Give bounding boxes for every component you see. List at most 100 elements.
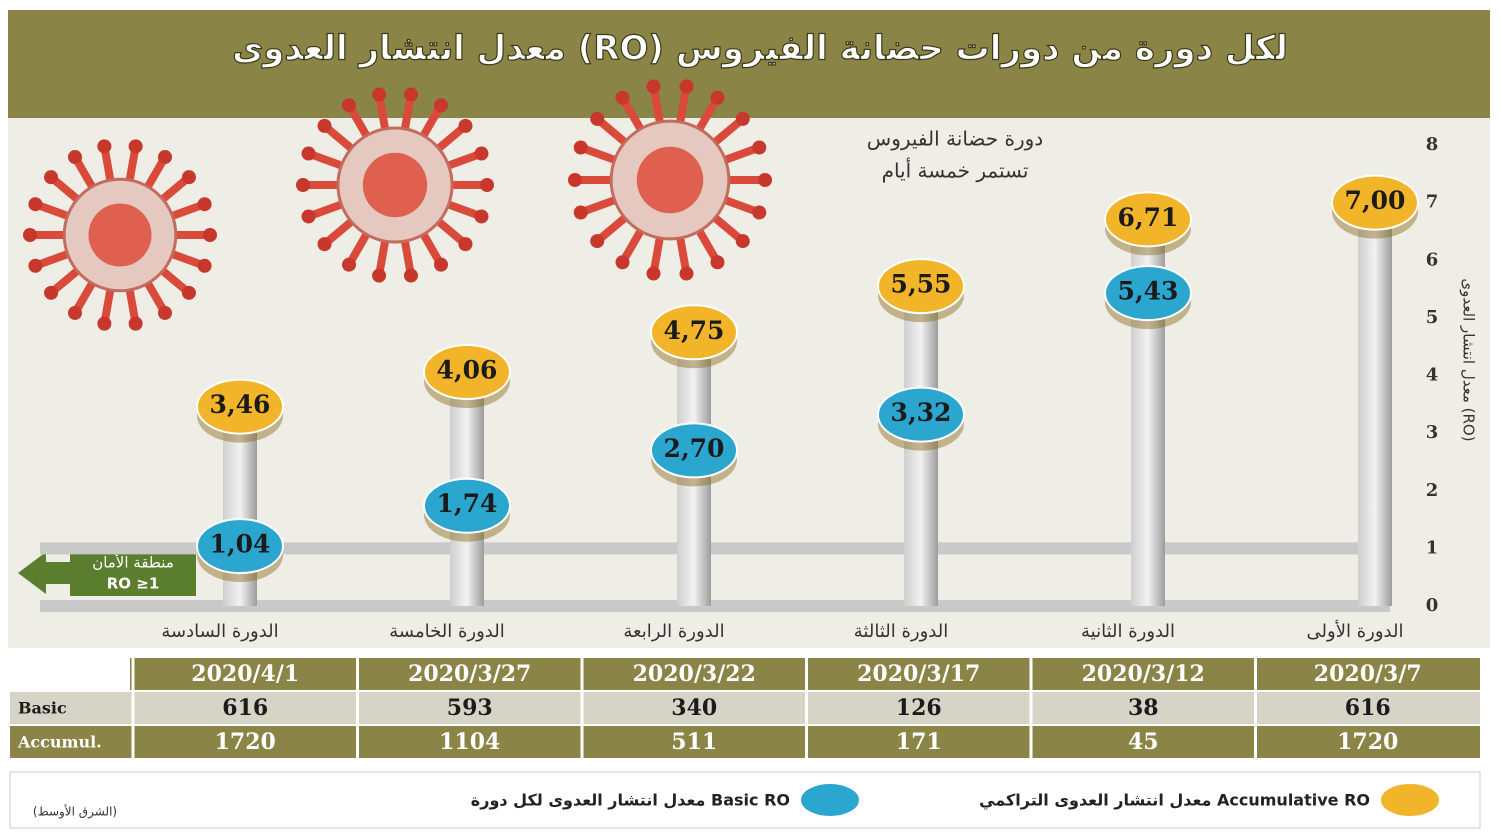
virus-spike xyxy=(650,235,665,270)
virus-spike xyxy=(434,217,465,245)
virus-spike xyxy=(347,107,371,140)
safe-zone: منطقة الأمان RO ≥1 xyxy=(18,550,196,596)
virus-spike xyxy=(311,200,345,219)
virus-spike xyxy=(695,227,719,261)
y-tick-label: 3 xyxy=(1426,422,1439,443)
virus-spike xyxy=(143,158,167,191)
virus-spike xyxy=(650,90,665,125)
marker xyxy=(1104,191,1192,248)
marker xyxy=(877,386,965,443)
y-tick-label: 2 xyxy=(1426,480,1439,501)
marker xyxy=(1104,265,1192,322)
virus-spike xyxy=(434,125,465,153)
virus-spike xyxy=(695,99,719,133)
virus-spike xyxy=(325,217,356,245)
virus-spike xyxy=(445,200,479,219)
virus-spike xyxy=(101,287,115,320)
table-cell: 616 xyxy=(1345,695,1391,721)
virus-spike xyxy=(73,279,97,312)
source: (الشرق الأوسط) xyxy=(33,804,117,820)
virus-spike xyxy=(375,238,390,272)
virus-spike-tip xyxy=(128,139,143,154)
virus-spike xyxy=(38,249,71,269)
virus-spike xyxy=(445,151,479,170)
x-tick-label: الدورة السادسة xyxy=(161,621,278,642)
virus-spike-tip xyxy=(128,316,143,331)
data-label: 4,06 xyxy=(437,356,498,385)
safe-zone-arrow-shaft xyxy=(46,562,72,584)
virus-spike-tip xyxy=(679,79,694,94)
virus-spike-tip xyxy=(317,118,332,133)
table-header: 2020/3/12 xyxy=(1082,661,1205,687)
virus-spike-tip xyxy=(296,178,310,192)
virus-spike-tip xyxy=(615,255,630,270)
virus-spike xyxy=(51,266,82,294)
virus-spike xyxy=(169,249,202,269)
virus-spike-tip xyxy=(735,111,750,126)
legend-label: معدل انتشار العدوى التراكمي Accumulative… xyxy=(979,791,1370,811)
virus-spike xyxy=(73,158,97,191)
data-label: 1,04 xyxy=(210,530,271,559)
virus-spike xyxy=(675,90,690,125)
virus-spike-tip xyxy=(317,237,332,252)
table-cell: 1720 xyxy=(215,729,276,755)
legend-swatch xyxy=(1379,782,1441,818)
chart-title: معدل انتشار العدوى (RO) لكل دورة من دورا… xyxy=(232,29,1288,69)
virus-spike-tip xyxy=(710,90,725,105)
data-label: 2,70 xyxy=(664,434,725,463)
table-row xyxy=(10,692,1480,724)
table-row xyxy=(10,726,1480,758)
baseline xyxy=(40,600,1390,612)
x-tick-label: الدورة الثالثة xyxy=(854,621,948,642)
virus-spike xyxy=(143,279,167,312)
table-cell: 126 xyxy=(896,695,942,721)
data-label: 5,43 xyxy=(1118,277,1179,306)
data-label: 4,75 xyxy=(664,316,725,345)
virus-spike-tip xyxy=(342,98,356,113)
virus-spike-tip xyxy=(434,257,448,272)
virus-spike xyxy=(583,195,618,215)
pole xyxy=(904,286,938,606)
virus-spike xyxy=(598,118,629,147)
virus-spike xyxy=(38,201,71,221)
virus-spike xyxy=(101,150,115,183)
virus-spike-tip xyxy=(203,228,217,242)
table-cell: 38 xyxy=(1128,695,1159,721)
virus-spike xyxy=(375,98,390,132)
y-axis-label: معدل انتشار العدوى (RO) xyxy=(1460,278,1478,441)
virus-spike-tip xyxy=(480,178,494,192)
virus-spike-tip xyxy=(646,79,661,94)
annotation: دورة حضانة الفيروس xyxy=(867,127,1043,151)
virus-spike-tip xyxy=(372,87,387,102)
y-tick-label: 6 xyxy=(1426,249,1439,270)
virus-spike-tip xyxy=(474,146,489,161)
virus-spike-tip xyxy=(44,170,59,185)
marker xyxy=(650,422,738,479)
virus-spike-tip xyxy=(758,173,772,187)
marker xyxy=(196,378,284,435)
virus-spike xyxy=(722,145,757,165)
safe-zone-box xyxy=(70,550,196,596)
virus-spike-tip xyxy=(44,285,59,300)
virus-spike xyxy=(325,125,356,153)
table-corner xyxy=(10,658,130,690)
table-row xyxy=(10,658,1480,690)
virus-spike xyxy=(125,287,139,320)
virus-spike-tip xyxy=(568,173,582,187)
x-tick-label: الدورة الرابعة xyxy=(623,621,724,642)
virus-spike-tip xyxy=(573,205,588,220)
annotation: تستمر خمسة أيام xyxy=(882,158,1029,183)
virus-spike xyxy=(51,176,82,204)
data-label: 1,74 xyxy=(437,489,498,518)
virus-spike-tip xyxy=(197,258,212,273)
virus-spike xyxy=(347,230,371,263)
virus-spike xyxy=(400,238,415,272)
virus-spike xyxy=(311,151,345,170)
virus-spike-tip xyxy=(752,140,767,155)
virus-spike-tip xyxy=(615,90,630,105)
virus-spike-tip xyxy=(23,228,37,242)
virus-spike-tip xyxy=(573,140,588,155)
safe-zone-label: RO ≥1 xyxy=(107,575,160,593)
table-header: 2020/3/22 xyxy=(633,661,756,687)
